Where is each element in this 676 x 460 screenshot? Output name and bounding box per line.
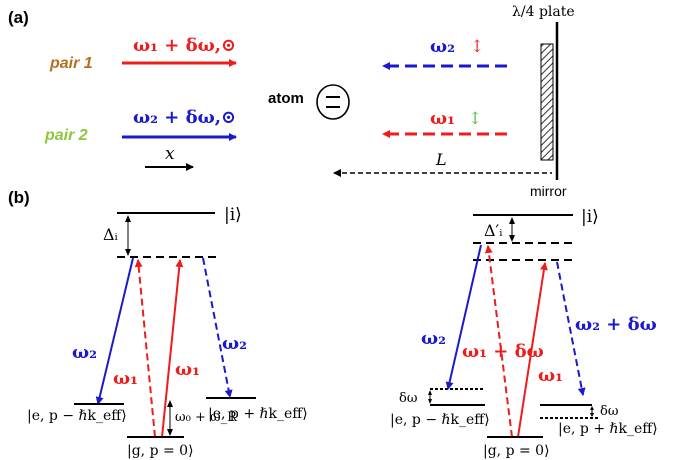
reflected-bottom-polarization: ↕ <box>468 109 482 129</box>
left-excited-label: |i⟩ <box>224 205 242 225</box>
left-w2-label: ω₂ <box>72 342 97 363</box>
right-detuning-arrow <box>509 217 515 242</box>
left-w2-dashed-arrow <box>202 257 233 398</box>
right-dw-right-label: δω <box>600 404 618 419</box>
left-detuning-arrow <box>125 215 131 256</box>
left-recoil-label: ω₀ + ω_R <box>175 410 238 425</box>
right-state-minus-label: |e, p − ℏk_eff⟩ <box>390 412 490 428</box>
right-dw-right-arrow <box>590 406 594 417</box>
right-detuning-label: Δ′ᵢ <box>484 221 502 240</box>
right-dw-left-arrow <box>428 390 432 404</box>
mirror-label: mirror <box>530 183 567 199</box>
right-w1-dashed-arrow <box>484 245 513 438</box>
right-w2-dashed-label: ω₂ + δω <box>575 314 657 335</box>
right-state-plus-label: |e, p + ℏk_eff⟩ <box>558 421 658 437</box>
left-w1-solid-label: ω₁ <box>175 359 200 380</box>
pair1-label: pair 1 <box>49 55 93 72</box>
plate-label: λ/4 plate <box>512 4 575 20</box>
left-detuning-label: Δᵢ <box>103 225 118 244</box>
left-w1-dashed-label: ω₁ <box>113 368 138 389</box>
left-w1-solid-arrow <box>161 259 184 438</box>
left-w2-dashed-label: ω₂ <box>222 333 247 354</box>
right-ground-label: |g, p = 0⟩ <box>483 443 550 459</box>
reflected-top-polarization: ↕ <box>470 37 484 57</box>
left-recoil-arrow <box>167 400 173 436</box>
pair1-beam-label: ω₁ + δω,⊙ <box>133 35 236 56</box>
left-state-plus-label: |e, p + ℏk_eff⟩ <box>208 406 308 422</box>
pair2-beam-label: ω₂ + δω,⊙ <box>133 107 236 128</box>
panel-a-label: (a) <box>8 8 29 27</box>
right-w1-dashed-label: ω₁ + δω <box>462 341 544 362</box>
left-w1-dashed-arrow <box>134 259 156 438</box>
x-axis-label: x <box>165 144 175 164</box>
atom-label: atom <box>268 90 304 107</box>
right-w1-solid-label: ω₁ <box>538 365 563 386</box>
right-w2-arrow <box>445 244 482 390</box>
left-state-minus-label: |e, p − ℏk_eff⟩ <box>27 408 127 424</box>
right-excited-label: |i⟩ <box>581 207 599 227</box>
pair2-label: pair 2 <box>44 127 88 144</box>
left-w2-arrow <box>95 257 134 405</box>
left-ground-label: |g, p = 0⟩ <box>127 443 194 459</box>
quarter-wave-plate <box>540 43 554 161</box>
right-dw-left-label: δω <box>399 391 417 406</box>
atom-icon <box>316 84 350 120</box>
panel-b-label: (b) <box>8 188 30 207</box>
right-w2-dashed-arrow <box>556 261 586 396</box>
right-w1-solid-arrow <box>517 262 548 438</box>
right-w2-label: ω₂ <box>421 328 446 349</box>
distance-label: L <box>435 150 447 169</box>
reflected-bottom-label: ω₁ <box>430 108 455 129</box>
reflected-top-label: ω₂ <box>430 36 455 57</box>
